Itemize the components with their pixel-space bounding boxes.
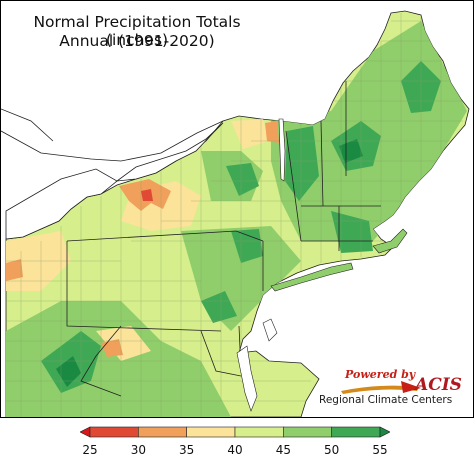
legend-bin-4 bbox=[234, 426, 284, 438]
canada-shore bbox=[1, 108, 54, 142]
lake-ontario bbox=[115, 122, 224, 182]
state-borders bbox=[66, 81, 381, 397]
acis-credit-logo: Powered by ACIS Regional Climate Centers bbox=[319, 364, 465, 410]
cape-cod bbox=[372, 228, 408, 254]
lake-huron-shore bbox=[1, 120, 224, 162]
map-frame: Normal Precipitation Totals (inches) Ann… bbox=[0, 0, 474, 418]
precipitation-map bbox=[1, 10, 470, 417]
legend-tick-40: 40 bbox=[227, 443, 243, 457]
legend-tick-55: 55 bbox=[372, 443, 388, 457]
legend-tick-50: 50 bbox=[324, 443, 340, 457]
legend-tick-30: 30 bbox=[130, 443, 146, 457]
delaware-bay bbox=[262, 318, 278, 342]
legend-bin-1 bbox=[89, 426, 139, 438]
legend-bin-0 bbox=[80, 426, 91, 438]
map-subtitle: Annual (1991-2020) bbox=[59, 32, 215, 50]
legend-tick-35: 35 bbox=[179, 443, 195, 457]
legend-tick-45: 45 bbox=[275, 443, 291, 457]
acis-swoosh-icon bbox=[341, 381, 421, 394]
acis-brand-text: ACIS bbox=[415, 375, 462, 395]
legend-bin-6 bbox=[331, 426, 381, 438]
county-lines bbox=[6, 13, 467, 417]
lake-champlain bbox=[278, 118, 286, 182]
rcc-text: Regional Climate Centers bbox=[319, 394, 453, 406]
legend-bin-5 bbox=[283, 426, 332, 438]
legend-tick-25: 25 bbox=[82, 443, 98, 457]
powered-by-text: Powered by bbox=[345, 368, 416, 381]
long-island bbox=[270, 262, 354, 292]
lake-erie bbox=[5, 168, 118, 240]
map-title: Normal Precipitation Totals (inches) bbox=[33, 13, 241, 49]
legend-bin-3 bbox=[186, 426, 236, 438]
legend-bin-2 bbox=[138, 426, 187, 438]
color-legend bbox=[80, 426, 390, 438]
chesapeake-bay bbox=[236, 345, 258, 412]
legend-bin-7 bbox=[379, 426, 390, 438]
